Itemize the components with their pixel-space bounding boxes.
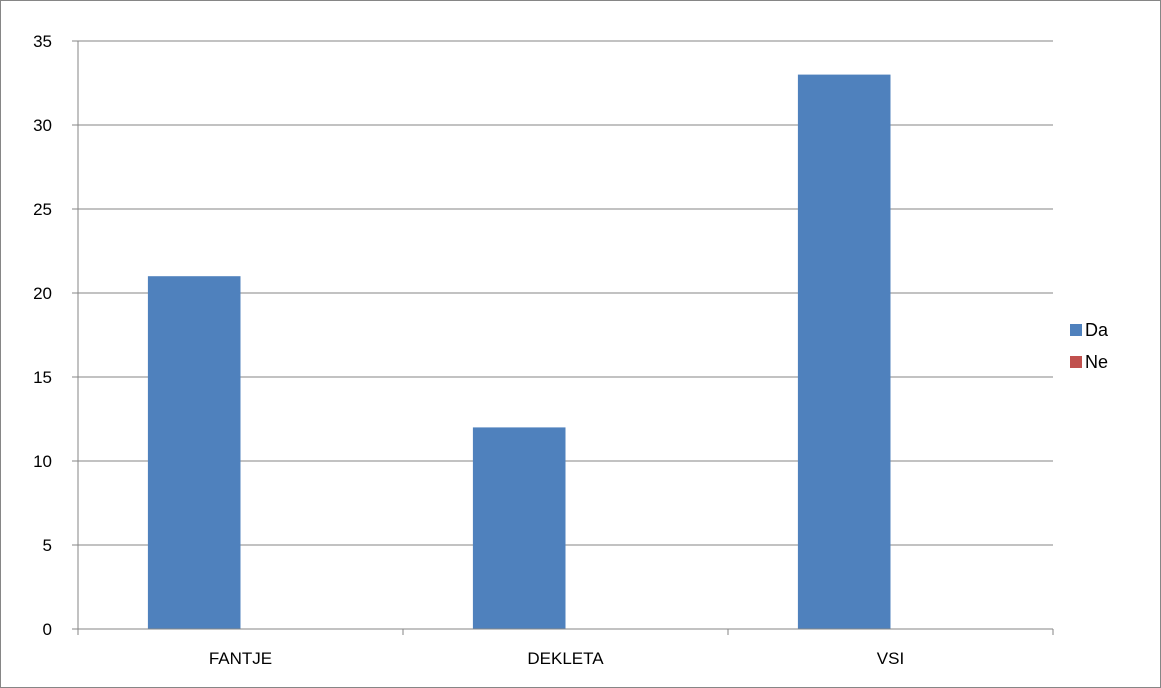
x-axis-tick-label: VSI: [877, 649, 904, 668]
y-axis-tick-label: 10: [33, 452, 52, 471]
y-axis-tick-label: 20: [33, 284, 52, 303]
axes: [72, 40, 1054, 635]
legend-swatch-ne: [1070, 356, 1082, 368]
y-axis-tick-label: 15: [33, 368, 52, 387]
legend: Da Ne: [1070, 320, 1109, 372]
y-axis-tick-label: 0: [43, 620, 52, 639]
legend-label-da: Da: [1085, 320, 1109, 340]
y-axis-tick-label: 30: [33, 116, 52, 135]
bar-da-vsi: [797, 74, 891, 630]
x-axis-tick-labels: FANTJE DEKLETA VSI: [209, 649, 904, 668]
legend-swatch-da: [1070, 324, 1082, 336]
y-axis-tick-label: 25: [33, 200, 52, 219]
x-axis-tick-label: DEKLETA: [527, 649, 604, 668]
bar-da-dekleta: [472, 427, 566, 629]
bars: [147, 74, 891, 630]
bar-da-fantje: [147, 276, 241, 629]
y-axis-tick-label: 5: [43, 536, 52, 555]
x-axis-tick-label: FANTJE: [209, 649, 272, 668]
y-axis-tick-labels: 0 5 10 15 20 25 30 35: [33, 32, 52, 639]
y-axis-tick-label: 35: [33, 32, 52, 51]
legend-label-ne: Ne: [1085, 352, 1108, 372]
